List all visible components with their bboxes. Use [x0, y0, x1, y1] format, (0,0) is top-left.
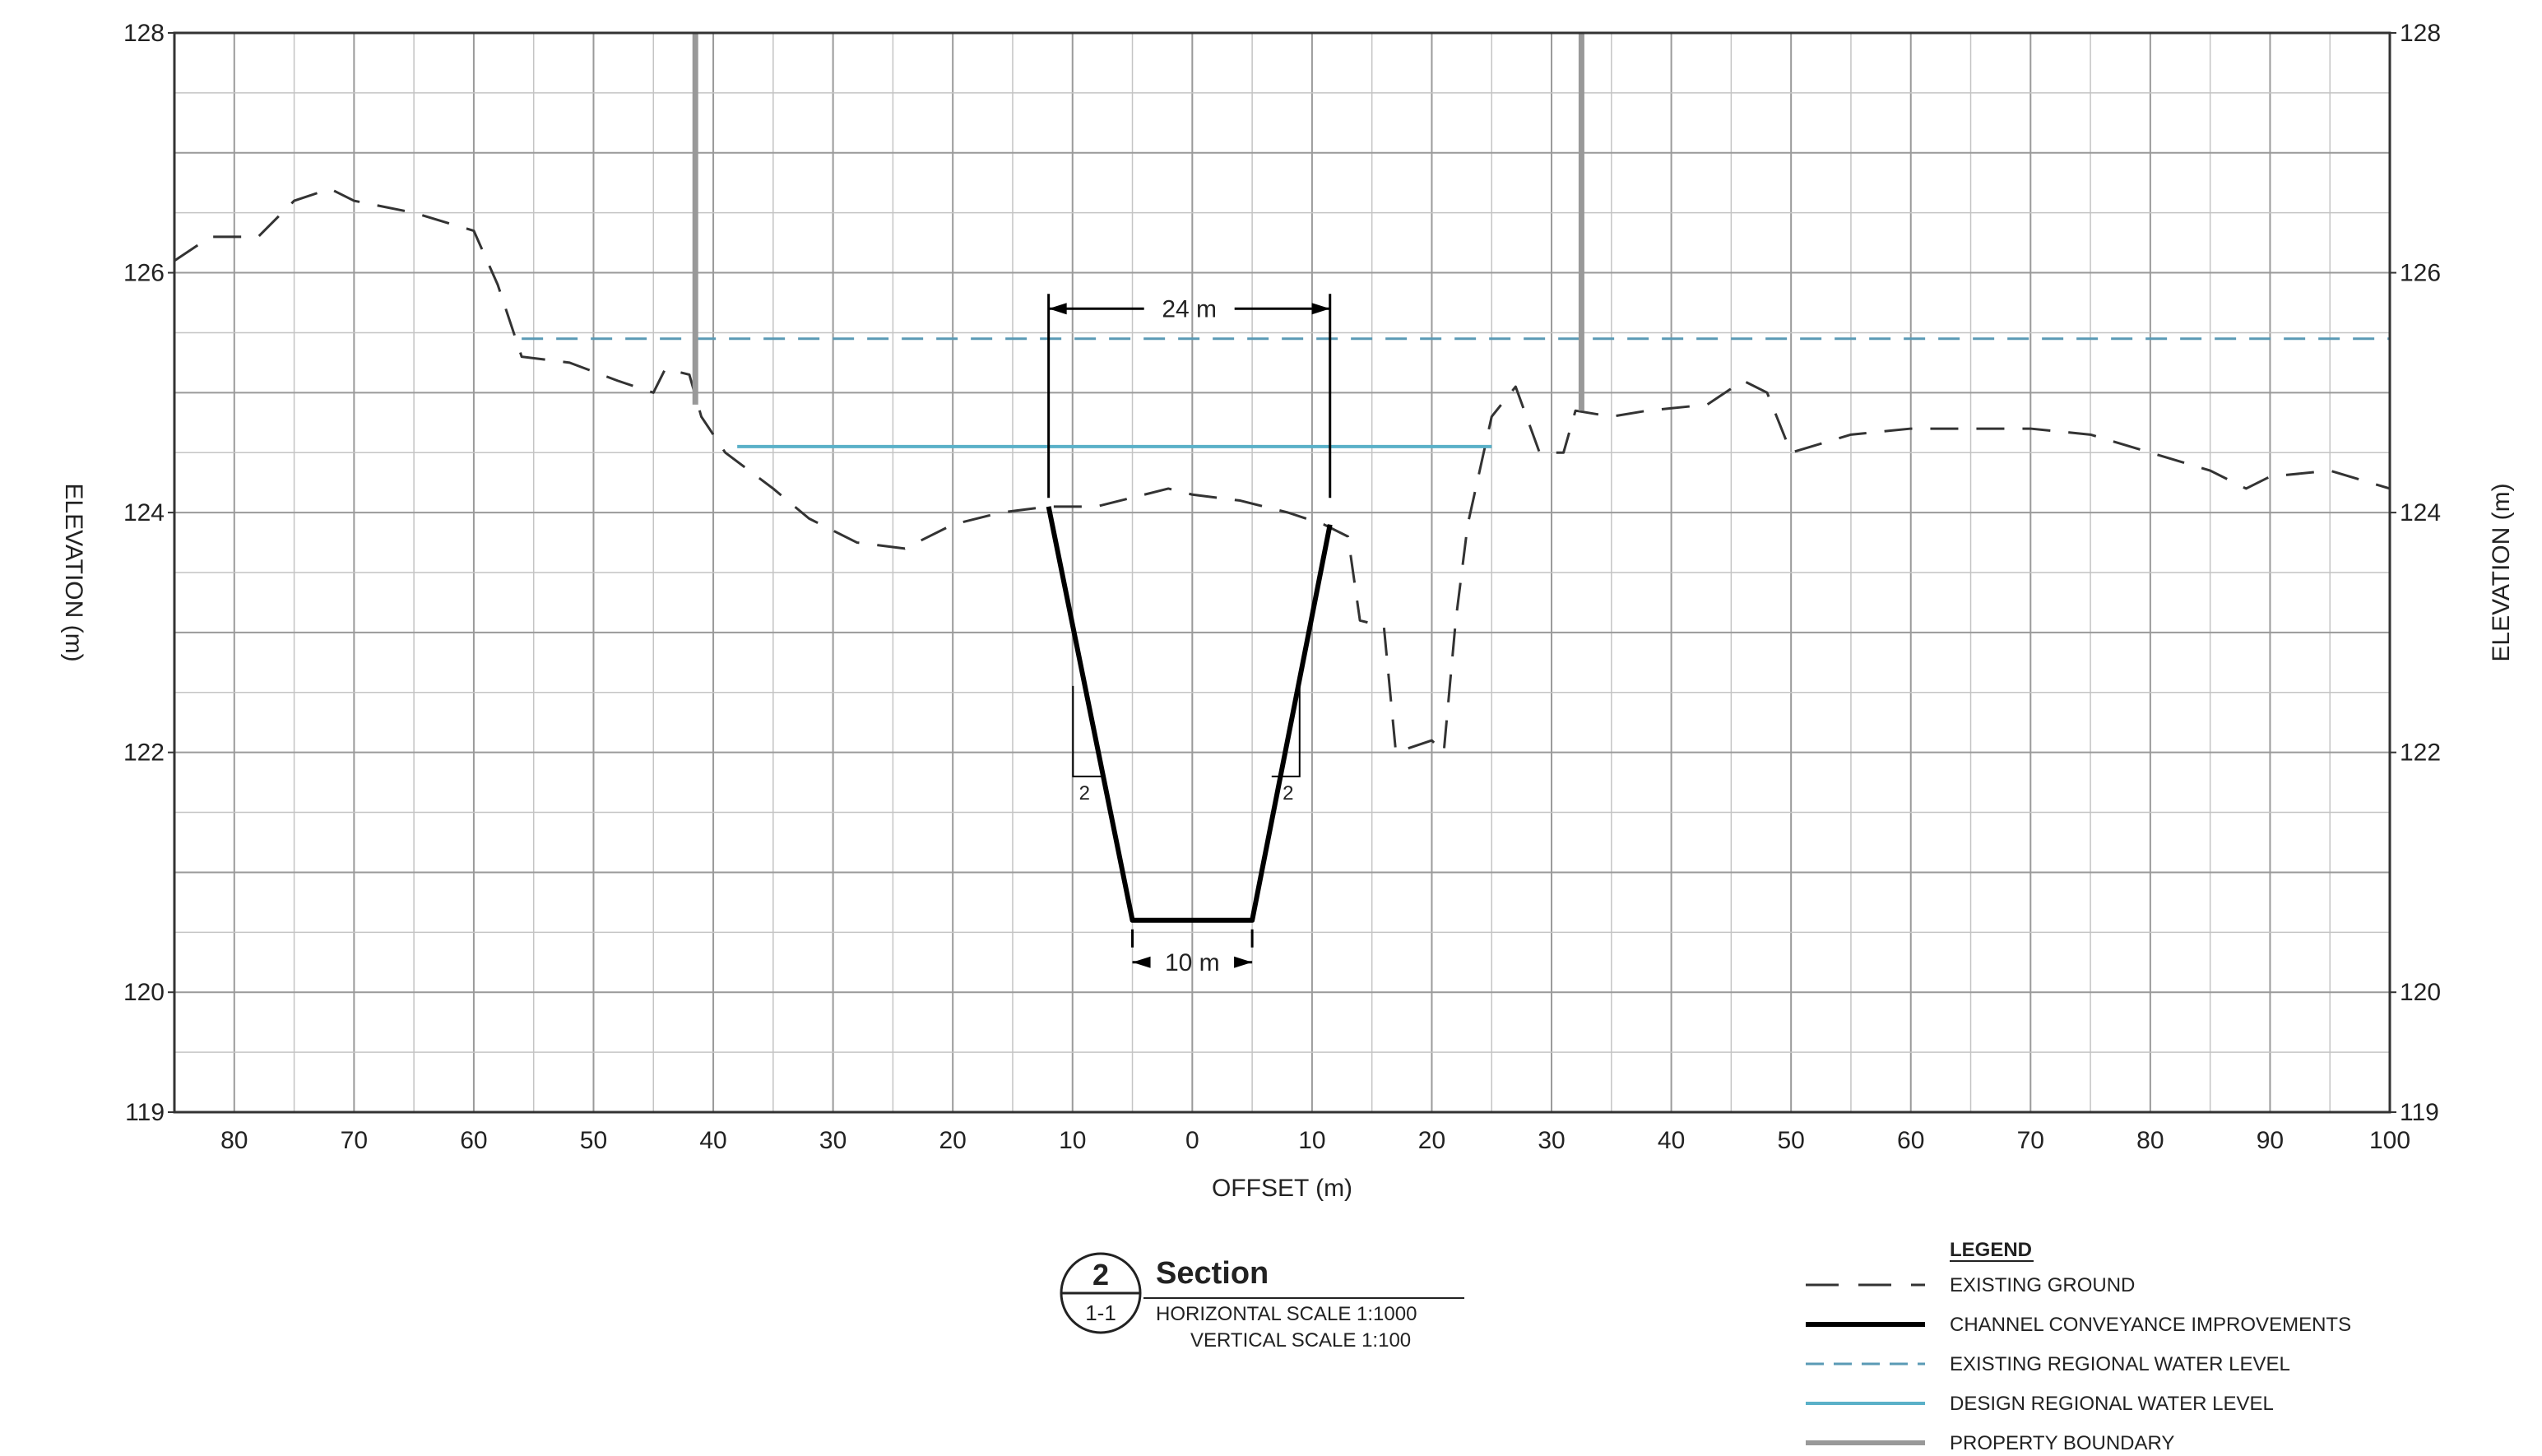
y-tick-label-right: 122 — [2400, 740, 2441, 767]
legend-item-existing-ground: EXISTING GROUND — [1950, 1274, 2135, 1296]
y-axis-label-right: ELEVATION (m) — [2488, 483, 2515, 661]
y-tick-label-right: 128 — [2400, 20, 2441, 47]
slope-right-triangle — [1271, 685, 1301, 777]
series-layer — [174, 33, 2391, 923]
top-width-dimension-label: 24 m — [1162, 295, 1217, 322]
x-tick-label: 30 — [819, 1127, 847, 1154]
slope-right-label: 2 — [1283, 782, 1293, 805]
bottom-width-dimension-arrow-right — [1234, 956, 1253, 968]
legend-title: LEGEND — [1950, 1239, 2032, 1261]
y-tick-label-right: 124 — [2400, 499, 2441, 526]
legend-item-design-regional-water-level: DESIGN REGIONAL WATER LEVEL — [1950, 1393, 2274, 1415]
x-tick-label: 80 — [220, 1127, 248, 1154]
annotation-layer: 24 m 10 m 2 2 — [1047, 294, 1332, 976]
section-number: 2 — [1092, 1258, 1109, 1291]
section-title: Section — [1156, 1256, 1269, 1291]
series-channel-conveyance-improvements — [1046, 506, 1333, 923]
x-tick-label: 80 — [2136, 1127, 2164, 1154]
legend: LEGEND EXISTING GROUND CHANNEL CONVEYANCE… — [1806, 1239, 2351, 1454]
axis-ticks: 80 70 60 50 40 30 20 10 0 10 20 30 40 50 60 70 80 90 10011… — [123, 20, 2441, 1154]
grid-lines — [174, 32, 2391, 1113]
x-tick-label: 50 — [1777, 1127, 1804, 1154]
y-axis-label-left: ELEVATION (m) — [60, 483, 87, 661]
x-axis-label: OFFSET (m) — [1212, 1175, 1352, 1202]
y-tick-label-right: 119 — [2400, 1099, 2439, 1126]
slope-left-triangle — [1072, 685, 1102, 777]
x-tick-label: 70 — [341, 1127, 368, 1154]
x-tick-label: 60 — [1897, 1127, 1924, 1154]
x-tick-label: 20 — [1418, 1127, 1445, 1154]
series-existing-ground — [174, 188, 2391, 754]
slope-left-label: 2 — [1079, 782, 1090, 805]
y-tick-label-right: 120 — [2400, 979, 2441, 1006]
x-tick-label: 10 — [1059, 1127, 1086, 1154]
legend-item-existing-regional-water-level: EXISTING REGIONAL WATER LEVEL — [1950, 1353, 2290, 1375]
x-tick-label: 40 — [1658, 1127, 1685, 1154]
y-tick-label-left: 120 — [123, 979, 165, 1006]
legend-item-channel-conveyance-improvements: CHANNEL CONVEYANCE IMPROVEMENTS — [1950, 1314, 2351, 1336]
y-tick-label-left: 122 — [123, 740, 165, 767]
y-tick-label-left: 128 — [123, 20, 165, 47]
x-tick-label: 50 — [580, 1127, 607, 1154]
section-title-block: 2 1-1 Section HORIZONTAL SCALE 1:1000 VE… — [1060, 1252, 1464, 1352]
y-tick-label-left: 126 — [123, 260, 165, 287]
x-tick-label: 40 — [699, 1127, 726, 1154]
top-width-dimension-arrow-left — [1048, 303, 1067, 315]
section-reference: 1-1 — [1085, 1301, 1116, 1325]
x-tick-label: 20 — [939, 1127, 967, 1154]
x-tick-label: 90 — [2257, 1127, 2284, 1154]
x-tick-label: 70 — [2017, 1127, 2044, 1154]
x-tick-label: 0 — [1185, 1127, 1199, 1154]
bottom-width-dimension-arrow-left — [1132, 956, 1151, 968]
bottom-width-dimension-label: 10 m — [1165, 949, 1220, 976]
horizontal-scale: HORIZONTAL SCALE 1:1000 — [1156, 1303, 1417, 1325]
y-tick-label-left: 124 — [123, 499, 165, 526]
y-tick-label-left: 119 — [125, 1099, 165, 1126]
plot-frame — [173, 31, 2391, 1114]
legend-item-property-boundary: PROPERTY BOUNDARY — [1950, 1432, 2174, 1454]
x-tick-label: 60 — [460, 1127, 487, 1154]
x-tick-label: 100 — [2369, 1127, 2410, 1154]
x-tick-label: 30 — [1538, 1127, 1565, 1154]
x-tick-label: 10 — [1298, 1127, 1325, 1154]
y-tick-label-right: 126 — [2400, 260, 2441, 287]
top-width-dimension-arrow-right — [1311, 303, 1330, 315]
vertical-scale: VERTICAL SCALE 1:100 — [1190, 1329, 1411, 1352]
